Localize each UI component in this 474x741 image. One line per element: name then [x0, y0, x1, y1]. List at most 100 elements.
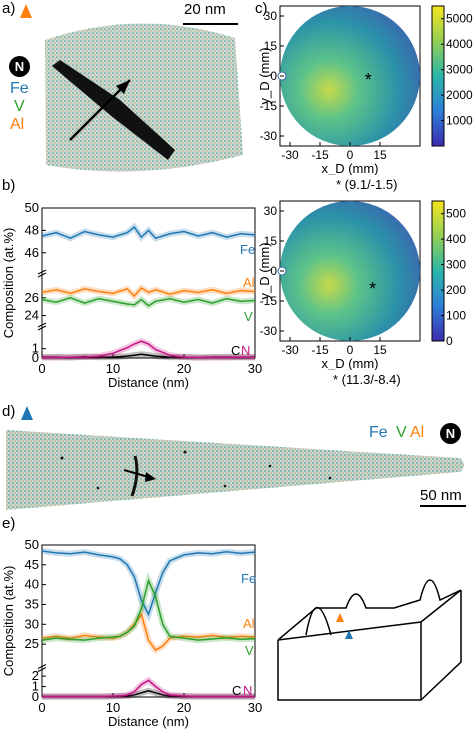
nitride-precipitate-band: [52, 60, 175, 160]
series-line-al: [41, 287, 256, 298]
colorbar-tick-label: 4000: [446, 37, 473, 51]
arrow-head-icon: [116, 80, 130, 94]
y-tick-label: -30: [260, 129, 278, 143]
axis-break: [37, 322, 47, 328]
legend-al-a: Al: [10, 116, 25, 133]
y-tick-label: 0: [270, 264, 277, 278]
tip-schematic: [277, 579, 462, 701]
x-tick-label: -30: [281, 148, 299, 162]
x-axis-label: Distance (nm): [108, 375, 189, 390]
y-tick-label: 0: [270, 69, 277, 83]
series-label-c: C: [231, 343, 240, 358]
x-tick-label: -30: [281, 343, 299, 357]
series-label-n: N: [241, 343, 250, 358]
series-line-fe: [41, 225, 256, 240]
panel-d-label: d): [2, 403, 16, 420]
pole-marker: *: [369, 279, 376, 299]
y-axis-label: Composition (at.%): [1, 566, 16, 677]
x-tick-label: 10: [106, 361, 120, 376]
x-tick-label: 0: [38, 361, 45, 376]
x-tick-label: 20: [177, 700, 191, 715]
orange-marker-icon: [20, 4, 32, 18]
blue-marker-schematic-icon: [345, 630, 353, 639]
plot-frame: [41, 207, 256, 359]
y-axis-label: Composition (at.%): [1, 228, 16, 339]
axis-break: [37, 667, 47, 672]
x-tick-label: 0: [347, 148, 354, 162]
y-tick-label: 15: [264, 234, 278, 248]
x-tick-label: 30: [248, 361, 262, 376]
y-tick-label: -15: [260, 99, 278, 113]
series-label-al: Al: [243, 616, 255, 631]
axis-break: [37, 269, 47, 275]
legend-v-d: V: [396, 424, 407, 441]
y-tick-label: 30: [264, 9, 278, 23]
colorbar-tick-label: 100: [446, 309, 466, 323]
arrow-head-d-icon: [145, 472, 156, 482]
series-label-v: V: [245, 643, 254, 658]
y-tick-label: -30: [260, 324, 278, 338]
y-axis-label: y_D (mm): [258, 47, 272, 104]
y-tick-label: 48: [25, 222, 39, 237]
y-tick-label: 0: [32, 689, 39, 704]
series-line-al: [41, 612, 256, 652]
detector-map-1: * -30 -15 0 15 30 15 0 -15 -30 x_D (mm) y_D (mm) 100…: [258, 5, 473, 175]
x-axis-label: Distance (nm): [108, 714, 189, 729]
y-tick-label: 50: [25, 537, 39, 552]
y-tick-label: 15: [264, 39, 278, 53]
y-tick-label: 45: [25, 557, 39, 572]
series-label-v: V: [244, 309, 253, 324]
needle-volume: [6, 430, 464, 510]
x-tick-label: 30: [248, 700, 262, 715]
x-tick-label: 20: [177, 361, 191, 376]
y-tick-label: 35: [25, 596, 39, 611]
colorbar-tick-label: 400: [446, 232, 466, 246]
series-label-n: N: [243, 683, 252, 698]
series-label-al: Al: [243, 275, 255, 290]
panel-d-reconstruction: [6, 430, 466, 510]
y-tick-label: 30: [264, 204, 278, 218]
colorbar-tick-label: 200: [446, 283, 466, 297]
legend-v-a: V: [14, 98, 25, 115]
legend-fe-a: Fe: [10, 80, 29, 97]
colorbar-tick-label: 1000: [446, 114, 473, 128]
panel-e-label: e): [2, 515, 16, 532]
y-tick-label: 1: [32, 341, 39, 356]
series-line-n: [42, 340, 256, 359]
series-label-c: C: [232, 683, 241, 698]
plot-frame: [41, 544, 256, 698]
axis-break: [37, 272, 47, 278]
panel-a-label: a): [2, 0, 16, 17]
colorbar-tick-label: 0: [446, 334, 453, 348]
axis-break: [37, 664, 47, 669]
map1-caption: * (9.1/-1.5): [336, 177, 398, 192]
series-line-n: [42, 679, 255, 698]
panel-a-reconstruction: [45, 23, 243, 172]
pole-marker: *: [365, 70, 372, 90]
x-tick-label: 15: [373, 343, 387, 357]
colorbar-tick-label: 3000: [446, 63, 473, 77]
colorbar-tick-label: 500: [446, 207, 466, 221]
colorbar-tick-label: 300: [446, 258, 466, 272]
y-tick-label: 1: [32, 679, 39, 694]
x-tick-label: 10: [106, 700, 120, 715]
series-label-fe: Fe: [240, 242, 255, 257]
schematic-front-face: [277, 622, 422, 701]
legend-fe-d: Fe: [369, 424, 388, 441]
y-tick-label: 24: [25, 308, 39, 323]
y-tick-label: 46: [25, 245, 39, 260]
detector-disc: [280, 201, 420, 341]
schematic-top-face: [277, 579, 462, 641]
series-line-v: [41, 578, 256, 641]
series-label-fe: Fe: [241, 571, 256, 586]
schematic-side-face: [420, 590, 462, 701]
detector-disc: [280, 6, 420, 146]
blue-marker-icon: [21, 406, 33, 420]
element-n-badge-d: N: [440, 423, 461, 444]
map2-caption: * (11.3/-8.4): [333, 372, 401, 387]
orange-marker-schematic-icon: [336, 613, 344, 622]
y-tick-label: 0: [32, 350, 39, 365]
colorbar-tick-label: 2000: [446, 88, 473, 102]
y-tick-label: -15: [260, 294, 278, 308]
